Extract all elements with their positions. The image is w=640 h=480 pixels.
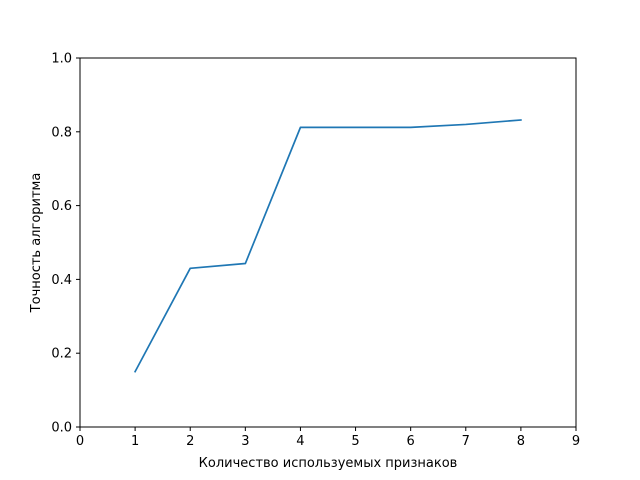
y-tick-label: 0.0 (51, 421, 72, 436)
y-tick-label: 0.6 (51, 199, 72, 214)
x-tick-label: 3 (241, 434, 249, 449)
x-tick-label: 9 (572, 434, 580, 449)
y-tick-label: 0.4 (51, 273, 72, 288)
x-tick-label: 5 (351, 434, 359, 449)
x-axis-ticks: 0 1 2 3 4 5 6 7 8 9 (76, 427, 580, 449)
x-tick-label: 6 (407, 434, 415, 449)
x-tick-label: 4 (296, 434, 304, 449)
x-tick-label: 8 (517, 434, 525, 449)
x-tick-label: 1 (131, 434, 139, 449)
y-tick-label: 1.0 (51, 52, 72, 67)
series-line-0 (133, 119, 522, 373)
x-tick-label: 0 (76, 434, 84, 449)
y-axis-ticks: 0.0 0.2 0.4 0.6 0.8 1.0 (51, 52, 80, 436)
y-tick-label: 0.2 (51, 347, 72, 362)
x-axis-label: Количество используемых признаков (199, 456, 458, 471)
x-tick-label: 2 (186, 434, 194, 449)
y-axis-label: Точность алгоритма (29, 173, 44, 314)
series-layer (133, 119, 522, 373)
y-tick-label: 0.8 (51, 125, 72, 140)
x-tick-label: 7 (462, 434, 470, 449)
plot-frame (79, 57, 577, 428)
